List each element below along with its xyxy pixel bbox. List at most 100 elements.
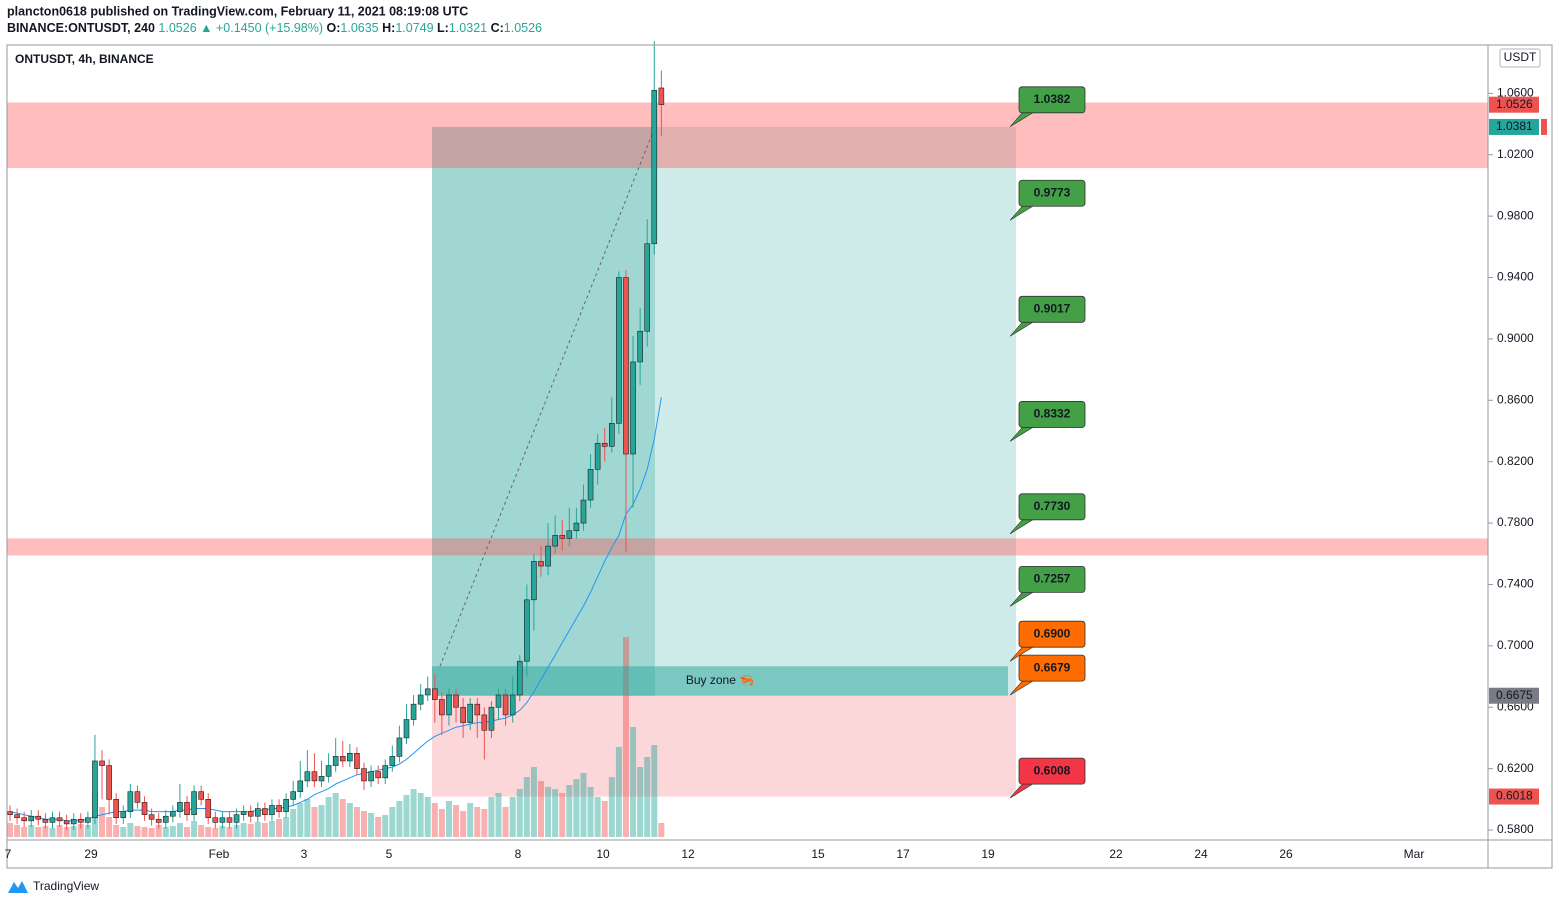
y-tick-label: 0.7800 [1497, 515, 1534, 529]
callout-label: 0.7257 [1034, 572, 1071, 586]
price-tag [1489, 687, 1539, 704]
volume-bar [169, 826, 176, 837]
volume-bar [552, 789, 559, 837]
y-tick-label: 0.8600 [1497, 392, 1534, 406]
volume-bar [304, 799, 311, 837]
unit: USDT [1504, 50, 1537, 64]
volume-bar [375, 817, 382, 837]
volume-bar [361, 811, 367, 837]
volume-bar [431, 803, 438, 837]
x-tick-label: 3 [301, 847, 308, 861]
candle-body [538, 561, 544, 567]
c-label: C: [491, 21, 504, 35]
candle-body [247, 811, 254, 817]
volume-bar [77, 824, 84, 837]
y-tick-label: 0.9400 [1497, 270, 1534, 284]
volume-bar [587, 787, 594, 837]
volume-bar [290, 809, 297, 837]
candle-body [396, 737, 403, 757]
volume-bar [212, 828, 219, 837]
buy-zone [432, 666, 1008, 696]
x-tick-label: 17 [896, 847, 910, 861]
callout-label: 0.9017 [1034, 301, 1071, 315]
candle-body [184, 802, 190, 815]
candle-body [467, 703, 474, 723]
volume-bar [318, 805, 325, 837]
resistance-zone [7, 102, 1488, 169]
volume-bar [573, 779, 580, 837]
y-tick-label: 0.9800 [1497, 208, 1534, 222]
volume-bar [113, 825, 120, 837]
volume-bar [14, 825, 21, 837]
y-tick-label: 0.5800 [1497, 822, 1534, 836]
volume-bar [35, 827, 42, 837]
candle-body [524, 599, 530, 662]
volume-bar [84, 825, 91, 837]
x-tick-label: 22 [1109, 847, 1123, 861]
price-tag [1489, 118, 1539, 135]
candle-body [495, 694, 502, 708]
candle-body [354, 752, 360, 769]
volume-bar [467, 803, 474, 837]
volume-bar [162, 827, 169, 837]
callout-label: 0.6900 [1034, 626, 1071, 640]
candle-body [410, 703, 417, 720]
volume-bar [268, 821, 275, 837]
volume-bar [176, 823, 183, 837]
callout-box [1018, 401, 1086, 428]
callout-box [1018, 493, 1086, 521]
o-label: O: [327, 21, 341, 35]
candle-body [453, 694, 459, 708]
volume-bar [219, 826, 226, 837]
candle-body [290, 791, 297, 800]
progress-line [439, 126, 656, 667]
volume-bar [651, 745, 658, 837]
candle-body [120, 811, 127, 819]
price-tag [1489, 96, 1539, 113]
volume-bar [332, 793, 339, 837]
resistance-zone [7, 538, 1488, 556]
up-arrow: ▲ [200, 21, 212, 35]
candle-body [382, 765, 389, 779]
volume-bar [63, 827, 70, 837]
candle-body [502, 694, 509, 716]
candle-body [255, 808, 261, 817]
x-tick-label: 15 [811, 847, 825, 861]
volume-bar [424, 797, 431, 837]
volume-bar [184, 827, 190, 837]
candle-body [347, 752, 353, 762]
volume-bar [325, 797, 332, 837]
volume-bar [99, 807, 106, 837]
candle-body [170, 811, 176, 817]
volume-bar [523, 777, 530, 837]
candle-body [42, 818, 49, 823]
volume-bar [297, 803, 304, 837]
volume-bar [396, 801, 403, 837]
symbol-line: BINANCE:ONTUSDT, 240 1.0526 ▲ +0.1450 (+… [7, 21, 542, 35]
candle-body [481, 714, 488, 731]
volume-bar [198, 825, 205, 837]
candle-body [389, 756, 396, 766]
volume-bar [127, 823, 134, 837]
stop-area [432, 695, 1016, 797]
volume-bar [630, 727, 637, 837]
candle-body [474, 703, 481, 716]
volume-bar [56, 825, 63, 837]
candle-body [269, 805, 275, 815]
volume-bar [191, 821, 198, 837]
callout-label: 0.7730 [1034, 499, 1071, 513]
y-tick-label: 0.9000 [1497, 331, 1534, 345]
volume-bar [339, 799, 346, 837]
candle-body [608, 423, 615, 447]
callout-box [1018, 757, 1086, 785]
callout-box [1018, 86, 1086, 114]
volume-bar [509, 797, 516, 837]
candle-body [162, 815, 169, 823]
candle-body [21, 817, 27, 822]
candle-body [233, 814, 240, 823]
candle-body [127, 791, 134, 812]
volume-bar [601, 801, 608, 837]
candle-body [85, 817, 91, 823]
